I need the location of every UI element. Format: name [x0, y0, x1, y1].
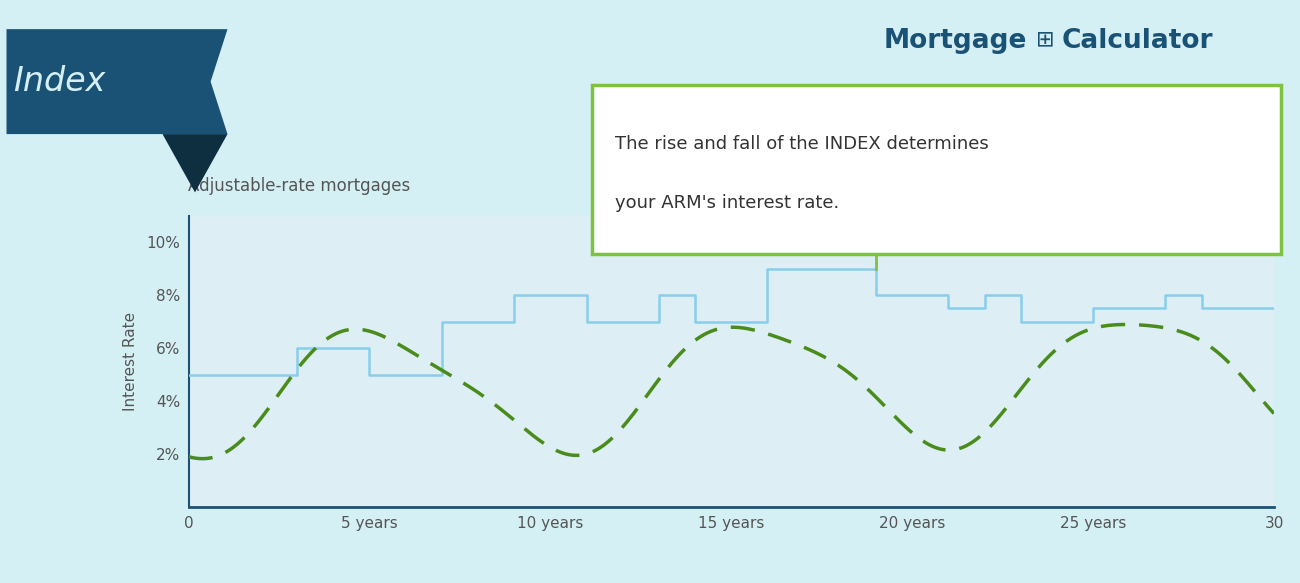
Text: Adjustable-rate mortgages: Adjustable-rate mortgages [188, 177, 411, 195]
Text: Mortgage: Mortgage [884, 28, 1027, 54]
Text: Calculator: Calculator [1062, 28, 1214, 54]
Text: Index: Index [13, 65, 105, 98]
Text: The rise and fall of the INDEX determines: The rise and fall of the INDEX determine… [615, 135, 989, 153]
Text: your ARM's interest rate.: your ARM's interest rate. [615, 194, 840, 212]
Text: ⊞: ⊞ [1036, 31, 1054, 51]
Y-axis label: Interest Rate: Interest Rate [124, 312, 138, 411]
